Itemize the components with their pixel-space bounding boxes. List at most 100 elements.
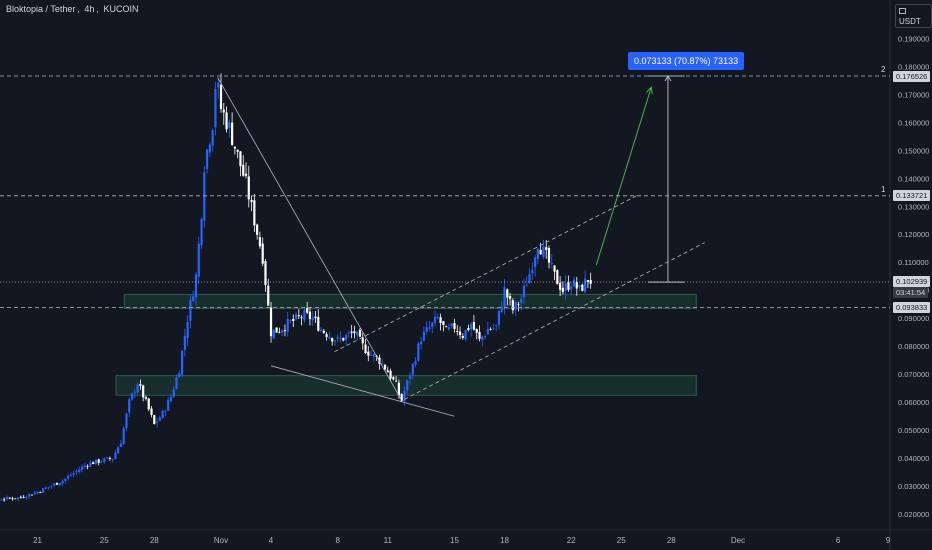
x-tick-label: Nov bbox=[214, 536, 228, 545]
candle-body bbox=[436, 316, 439, 318]
candle-body bbox=[536, 248, 539, 259]
candle-body bbox=[111, 459, 114, 460]
bar-countdown: 03:41:54 bbox=[893, 287, 929, 298]
candle-body bbox=[261, 243, 264, 264]
y-tick-label: 0.030000 bbox=[898, 482, 929, 491]
candle-body bbox=[369, 354, 373, 356]
level-price-tag: 0.176526 bbox=[893, 70, 931, 82]
x-tick-label: 9 bbox=[886, 536, 891, 545]
candle-body bbox=[445, 326, 448, 328]
candle-body bbox=[192, 296, 195, 302]
time-axis[interactable]: 21 25 28 Nov 4 8 11 15 18 22 25 28 Dec 6 9 bbox=[33, 536, 891, 545]
candle-body bbox=[420, 341, 423, 345]
candle-body bbox=[119, 443, 123, 448]
candle-body bbox=[531, 270, 534, 274]
candle-body bbox=[105, 457, 109, 459]
candle-body bbox=[450, 323, 453, 327]
candle-body bbox=[383, 364, 387, 370]
candle-body bbox=[16, 497, 20, 499]
candle-body bbox=[475, 328, 478, 333]
candle-body bbox=[150, 408, 153, 415]
candle-body bbox=[130, 393, 134, 400]
candle-body bbox=[414, 361, 417, 365]
candlestick-series bbox=[0, 73, 592, 502]
x-tick-label: 21 bbox=[33, 536, 42, 545]
candle-body bbox=[53, 483, 56, 486]
x-tick-label: 18 bbox=[500, 536, 509, 545]
candle-body bbox=[339, 337, 342, 339]
candle-body bbox=[147, 398, 150, 410]
candle-body bbox=[447, 327, 451, 330]
candle-body bbox=[133, 392, 136, 393]
measure-label[interactable]: 0.073133 (70.87%) 73133 bbox=[628, 52, 745, 70]
candle-body bbox=[194, 274, 198, 297]
candle-body bbox=[331, 338, 334, 342]
candle-body bbox=[0, 499, 3, 501]
candle-body bbox=[431, 322, 434, 328]
y-tick-label: 0.190000 bbox=[898, 34, 929, 43]
candle-body bbox=[517, 303, 520, 305]
candle-body bbox=[297, 315, 300, 317]
candle-body bbox=[83, 465, 86, 467]
candle-body bbox=[164, 411, 167, 412]
candle-body bbox=[225, 112, 228, 130]
candle-body bbox=[264, 261, 267, 286]
candle-body bbox=[400, 394, 403, 401]
candle-body bbox=[325, 334, 328, 337]
horizontal-levels bbox=[0, 75, 890, 308]
y-tick-label: 0.020000 bbox=[898, 510, 929, 519]
candle-body bbox=[303, 310, 306, 321]
symbol-name: Bloktopia / Tether bbox=[6, 4, 76, 14]
candle-body bbox=[208, 144, 211, 153]
candle-body bbox=[497, 310, 501, 325]
candle-body bbox=[456, 330, 459, 332]
candle-body bbox=[439, 317, 442, 324]
candle-body bbox=[472, 322, 476, 330]
candle-body bbox=[364, 344, 367, 354]
candle-body bbox=[584, 278, 587, 293]
candle-body bbox=[114, 452, 117, 459]
candle-body bbox=[353, 331, 356, 334]
candle-body bbox=[386, 370, 389, 373]
candle-body bbox=[381, 363, 384, 365]
candle-body bbox=[158, 417, 161, 421]
candle-body bbox=[294, 314, 298, 320]
candle-body bbox=[442, 321, 445, 326]
candle-body bbox=[561, 287, 564, 293]
y-tick-label: 0.080000 bbox=[898, 342, 929, 351]
candle-body bbox=[589, 280, 592, 284]
candle-body bbox=[311, 317, 314, 320]
candle-body bbox=[408, 376, 412, 379]
candle-body bbox=[317, 316, 320, 331]
y-tick-label: 0.070000 bbox=[898, 370, 929, 379]
candle-body bbox=[169, 396, 173, 401]
candle-body bbox=[178, 373, 181, 378]
candle-body bbox=[19, 496, 22, 498]
candle-body bbox=[172, 389, 175, 397]
y-tick-label: 0.150000 bbox=[898, 146, 929, 155]
symbol-header: Bloktopia / Tether, 4h, KUCOIN bbox=[6, 4, 139, 14]
currency-selector[interactable]: USDT bbox=[895, 4, 932, 28]
candle-body bbox=[506, 289, 509, 298]
candle-body bbox=[422, 331, 426, 341]
candle-body bbox=[206, 149, 209, 170]
candle-body bbox=[464, 330, 467, 340]
candle-body bbox=[308, 311, 312, 320]
candle-body bbox=[392, 377, 395, 380]
candle-body bbox=[72, 473, 75, 475]
candle-body bbox=[44, 487, 47, 489]
y-tick-label: 0.090000 bbox=[898, 314, 929, 323]
candle-body bbox=[122, 428, 125, 445]
candle-body bbox=[180, 350, 184, 375]
candle-body bbox=[25, 497, 28, 499]
arrow-head bbox=[646, 86, 653, 95]
candle-body bbox=[344, 334, 348, 340]
candle-body bbox=[97, 459, 100, 463]
candle-body bbox=[142, 385, 145, 398]
candle-body bbox=[136, 384, 139, 393]
candle-body bbox=[483, 336, 487, 338]
candle-body bbox=[108, 457, 111, 459]
exchange-label: KUCOIN bbox=[103, 4, 139, 14]
candle-body bbox=[203, 172, 206, 221]
